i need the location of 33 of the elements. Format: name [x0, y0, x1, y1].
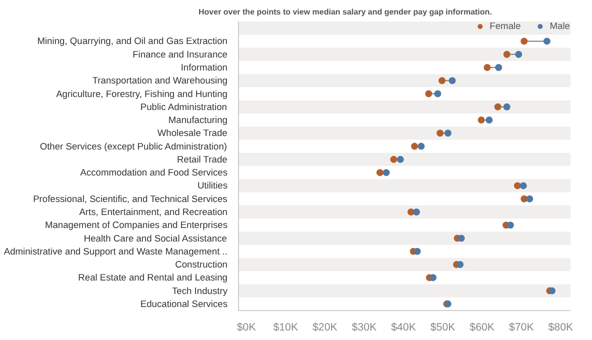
x-tick-label: $80K	[548, 322, 574, 334]
y-tick-label: Real Estate and Rental and Leasing	[78, 272, 228, 283]
y-tick-label: Finance and Insurance	[132, 49, 228, 60]
y-tick-label: Wholesale Trade	[157, 128, 228, 138]
x-tick-label: $40K	[391, 322, 416, 334]
x-tick-label: $10K	[273, 322, 298, 334]
y-tick-label: Utilities	[197, 180, 228, 191]
y-tick-label: Other Services (except Public Administration)	[40, 141, 227, 152]
y-tick-label: Construction	[175, 260, 228, 270]
y-tick-label: Information	[180, 62, 228, 72]
y-tick-label: Arts, Entertainment, and Recreation	[79, 206, 228, 217]
y-tick-label: Administrative and Support and Waste Management ..	[4, 246, 228, 256]
x-tick-label: $70K	[508, 322, 534, 334]
x-tick-label: $50K	[430, 322, 456, 334]
y-tick-label: Professional, Scientific, and Technical Services	[33, 194, 228, 204]
x-tick-label: $0K	[236, 322, 256, 334]
y-tick-label: Transportation and Warehousing	[92, 76, 228, 86]
legend-label: Female	[490, 21, 521, 31]
y-tick-label: Public Administration	[140, 102, 227, 112]
y-tick-label: Management of Companies and Enterprises	[44, 220, 228, 230]
y-tick-label: Retail Trade	[177, 154, 228, 164]
legend-label: Male	[550, 21, 570, 31]
y-tick-label: Educational Services	[140, 298, 228, 309]
y-tick-label: Agriculture, Forestry, Fishing and Hunting	[56, 88, 228, 99]
y-tick-label: Health Care and Social Assistance	[84, 233, 227, 244]
x-tick-label: $30K	[352, 322, 377, 334]
y-tick-label: Tech Industry	[172, 286, 228, 296]
y-tick-label: Manufacturing	[168, 115, 228, 126]
chart-title: Hover over the points to view median salary and gender pay gap information.	[198, 8, 492, 16]
x-tick-label: $60K	[470, 322, 495, 334]
y-tick-label: Accommodation and Food Services	[80, 168, 228, 178]
x-tick-label: $20K	[312, 322, 338, 334]
y-tick-label: Mining, Quarrying, and Oil and Gas Extraction	[37, 36, 228, 46]
